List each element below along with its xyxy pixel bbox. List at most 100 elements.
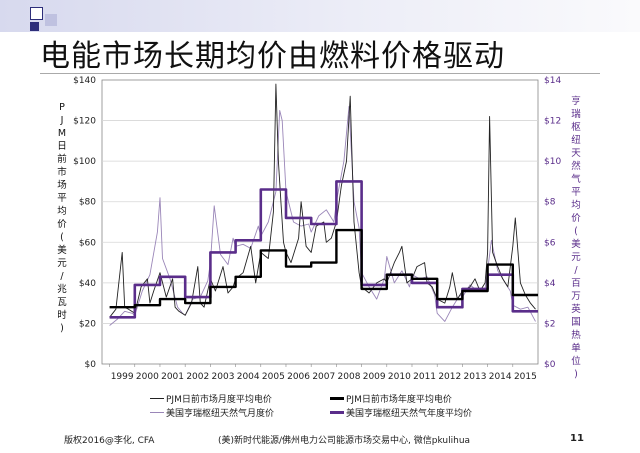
legend-item-pjm-annual: PJM日前市场年度平均电价: [330, 392, 452, 405]
right-axis-label-char: 单: [571, 342, 581, 354]
x-axis-tick-label: 2014: [489, 372, 512, 382]
legend-label-pjm-annual: PJM日前市场年度平均电价: [346, 395, 452, 405]
x-axis-tick-label: 1999: [111, 372, 134, 382]
right-axis-tick-label: $4: [544, 279, 556, 289]
series-pjm-monthly: [109, 83, 536, 318]
right-axis-label-char: 国: [571, 317, 581, 328]
legend-swatch-gas-annual: [330, 411, 344, 414]
right-axis-label-char: 位: [571, 355, 581, 367]
legend-item-pjm-monthly: PJM日前市场月度平均电价: [150, 392, 272, 405]
decorative-square-dark: [30, 22, 39, 31]
left-axis-label-char: (: [60, 232, 64, 243]
right-axis-label-char: 百: [571, 278, 581, 289]
left-axis-label: P J M 日前市场平均价 (美元 / 兆瓦时): [57, 102, 67, 334]
x-axis-tick-label: 2009: [363, 372, 386, 382]
right-axis-tick-label: $6: [544, 238, 556, 248]
left-axis-label-char: 兆: [57, 284, 67, 295]
x-axis-tick-label: 2011: [413, 372, 436, 382]
decorative-square-light: [45, 14, 57, 26]
right-axis-label-char: 英: [571, 303, 581, 315]
x-axis-tick-label: 2006: [287, 372, 310, 382]
left-axis-tick-label: $0: [85, 360, 97, 370]
legend-label-gas-monthly: 美国亨瑞枢纽天然气月度价: [166, 409, 275, 419]
left-axis-tick-label: $40: [79, 279, 96, 289]
left-axis-label-char: 均: [57, 205, 67, 217]
right-axis-label-char: 纽: [571, 134, 581, 146]
left-axis-tick-label: $100: [73, 157, 96, 167]
left-axis-label-char: 平: [57, 193, 67, 204]
left-axis-label-char: 元: [57, 258, 67, 269]
footer-source: (美)新时代能源/佛州电力公司能源市场交易中心, 微信pkulihua: [218, 436, 471, 446]
right-axis-label-char: 枢: [571, 121, 581, 133]
legend-item-gas-annual: 美国亨瑞枢纽天然气年度平均价: [330, 406, 472, 419]
right-axis-label-char: 亨: [571, 95, 581, 107]
left-axis-label-char: ): [60, 323, 64, 334]
right-axis-label: 亨瑞枢纽天然气平均价 (美元 / 百万英国热单位): [571, 95, 581, 380]
x-axis-tick-label: 2001: [161, 372, 184, 382]
legend-swatch-gas-monthly: [150, 412, 164, 413]
right-axis-label-char: 平: [571, 187, 581, 198]
right-axis-label-char: 价: [571, 213, 581, 224]
right-axis-label-char: 万: [571, 291, 581, 302]
price-chart: $0 $20 $40 $60 $80 $100 $120 $140 $0 $2 $4 $6 $8 $10 $…: [57, 76, 581, 382]
x-axis-tick-label: 2003: [212, 372, 235, 382]
left-axis-label-char: 日: [57, 141, 67, 152]
right-axis-tick-label: $8: [544, 198, 556, 208]
left-axis-tick-label: $80: [79, 198, 96, 208]
left-axis-label-char: 场: [57, 180, 67, 191]
x-axis-tick-label: 2007: [312, 372, 335, 382]
right-axis-label-char: 天: [571, 148, 581, 159]
left-axis-label-char: P: [59, 102, 65, 113]
right-axis-label-char: ): [574, 369, 578, 380]
x-axis-tick-label: 2008: [338, 372, 361, 382]
footer-copyright: 版权2016@李化, CFA: [64, 436, 155, 446]
legend-label-gas-annual: 美国亨瑞枢纽天然气年度平均价: [346, 409, 473, 419]
right-axis-tick-label: $0: [544, 360, 556, 370]
right-axis-tick-label: $10: [544, 157, 561, 167]
left-axis-label-char: /: [60, 271, 64, 282]
x-axis-tick-label: 2013: [464, 372, 487, 382]
slide-header-bar: [0, 0, 640, 32]
legend-swatch-pjm-monthly: [150, 398, 164, 399]
slide-title: 电能市场长期均价由燃料价格驱动: [40, 39, 505, 74]
x-axis-tick-label: 2012: [438, 372, 461, 382]
left-axis-label-char: 前: [57, 153, 67, 165]
title-underline: [40, 73, 600, 74]
series-pjm-annual: [109, 228, 538, 309]
left-axis-label-char: 瓦: [57, 297, 67, 308]
left-axis-tick-label: $120: [73, 117, 96, 127]
left-axis-label-char: 时: [57, 309, 67, 321]
right-axis-tick-label: $12: [544, 117, 561, 127]
x-axis-tick-label: 2002: [186, 372, 209, 382]
right-axis-label-char: 气: [571, 173, 581, 185]
right-axis-label-char: 瑞: [571, 108, 581, 120]
left-axis-tick-label: $140: [73, 76, 96, 86]
left-axis-label-char: 价: [57, 219, 67, 230]
left-axis-tick-label: $20: [79, 319, 96, 329]
left-axis-label-char: 市: [57, 166, 67, 178]
x-axis-tick-label: 2000: [136, 372, 159, 382]
right-axis-tick-label: $2: [544, 319, 555, 329]
x-axis-tick-label: 2004: [237, 372, 260, 382]
x-axis-tick-label: 2015: [514, 372, 537, 382]
legend-item-gas-monthly: 美国亨瑞枢纽天然气月度价: [150, 406, 274, 419]
right-axis-label-char: 美: [571, 238, 581, 250]
right-axis-label-char: 热: [571, 329, 581, 341]
chart-legend: PJM日前市场月度平均电价 PJM日前市场年度平均电价 美国亨瑞枢纽天然气月度价…: [150, 392, 510, 422]
right-axis-label-char: 元: [571, 252, 581, 263]
right-axis-label-char: /: [574, 265, 578, 276]
legend-swatch-pjm-annual: [330, 397, 344, 400]
left-axis-label-char: M: [58, 128, 66, 139]
left-axis-tick-label: $60: [79, 238, 96, 248]
right-axis-label-char: 然: [571, 160, 581, 172]
right-axis-label-char: 均: [571, 199, 581, 211]
right-axis-tick-label: $14: [544, 76, 561, 86]
x-axis-tick-label: 2005: [262, 372, 285, 382]
slide-page-number: 11: [570, 433, 584, 444]
legend-label-pjm-monthly: PJM日前市场月度平均电价: [166, 395, 272, 405]
x-axis-tick-label: 2010: [388, 372, 411, 382]
left-axis-label-char: 美: [57, 244, 67, 256]
left-axis-label-char: J: [60, 115, 64, 126]
plot-area: [101, 79, 539, 365]
